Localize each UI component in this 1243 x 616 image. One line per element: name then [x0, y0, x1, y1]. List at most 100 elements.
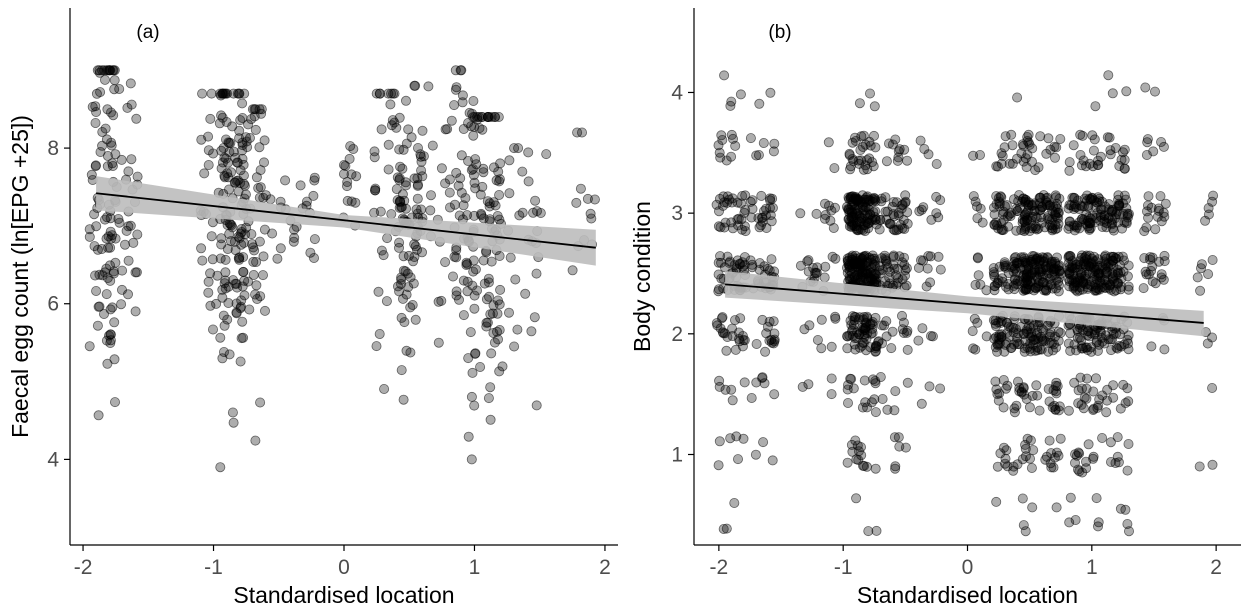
data-point — [237, 316, 248, 327]
data-point — [1065, 492, 1076, 503]
data-point — [918, 202, 929, 213]
data-point — [1160, 198, 1171, 209]
data-point — [259, 305, 270, 316]
data-point — [255, 182, 266, 193]
data-point — [1063, 405, 1074, 416]
data-point — [719, 328, 730, 339]
data-point — [239, 180, 250, 191]
data-point — [812, 334, 823, 345]
data-point — [1017, 493, 1028, 504]
data-point — [113, 213, 124, 224]
data-point — [991, 321, 1002, 332]
data-point — [398, 144, 409, 155]
data-point — [967, 326, 978, 337]
data-point — [730, 315, 741, 326]
data-point — [1068, 140, 1079, 151]
data-point — [726, 384, 737, 395]
data-point — [236, 223, 247, 234]
data-point — [1103, 261, 1114, 272]
data-point — [1108, 392, 1119, 403]
data-point — [90, 160, 101, 171]
data-point — [1099, 210, 1110, 221]
data-point — [456, 65, 467, 76]
data-point — [456, 150, 467, 161]
data-point — [747, 203, 758, 214]
data-point — [922, 263, 933, 274]
data-point — [436, 163, 447, 174]
data-point — [295, 180, 306, 191]
data-point — [242, 276, 253, 287]
data-point — [847, 252, 858, 263]
data-point — [1054, 272, 1065, 283]
data-point — [109, 75, 120, 86]
data-point — [891, 197, 902, 208]
data-point — [218, 88, 229, 99]
data-point — [400, 95, 411, 106]
data-point — [797, 381, 808, 392]
data-point — [1104, 199, 1115, 210]
data-point — [451, 245, 462, 256]
data-point — [223, 184, 234, 195]
data-point — [1146, 341, 1157, 352]
data-point — [747, 195, 758, 206]
data-point — [585, 208, 596, 219]
data-point — [470, 154, 481, 165]
data-point — [885, 266, 896, 277]
data-point — [308, 190, 319, 201]
data-point — [454, 210, 465, 221]
data-point — [235, 165, 246, 176]
data-point — [125, 78, 136, 89]
data-point — [1124, 526, 1135, 537]
data-point — [812, 262, 823, 273]
data-point — [492, 210, 503, 221]
data-point — [383, 164, 394, 175]
data-point — [572, 127, 583, 138]
data-point — [856, 450, 867, 461]
data-point — [247, 104, 258, 115]
data-point — [449, 100, 460, 111]
data-point — [850, 275, 861, 286]
data-point — [460, 193, 471, 204]
data-point — [1074, 466, 1085, 477]
data-point — [398, 394, 409, 405]
data-point — [217, 284, 228, 295]
data-point — [1121, 86, 1132, 97]
data-point — [207, 217, 218, 228]
data-point — [128, 237, 139, 248]
data-point — [1027, 502, 1038, 513]
data-point — [1055, 133, 1066, 144]
panel-b: -2 -1 0 1 2 1 2 3 4 Standardised location Body con… — [629, 8, 1241, 608]
data-point — [842, 457, 853, 468]
data-point — [1020, 443, 1031, 454]
data-point — [90, 118, 101, 129]
data-point — [1091, 493, 1102, 504]
data-point — [998, 402, 1009, 413]
data-point — [509, 341, 520, 352]
data-point — [766, 216, 777, 227]
x-tick-label: 0 — [962, 556, 974, 579]
data-point — [110, 149, 121, 160]
data-point — [216, 145, 227, 156]
data-point — [1051, 447, 1062, 458]
data-point — [468, 96, 479, 107]
data-point — [251, 280, 262, 291]
data-point — [444, 202, 455, 213]
data-point — [239, 290, 250, 301]
data-point — [1140, 266, 1151, 277]
data-point — [510, 274, 521, 285]
data-point — [235, 177, 246, 188]
data-point — [901, 327, 912, 338]
data-point — [486, 348, 497, 359]
data-point — [376, 124, 387, 135]
data-point — [475, 189, 486, 200]
data-point — [875, 371, 886, 382]
data-point — [386, 88, 397, 99]
data-point — [1111, 253, 1122, 264]
data-point — [221, 117, 232, 128]
data-point — [726, 129, 737, 140]
data-point — [992, 461, 1003, 472]
data-point — [495, 158, 506, 169]
data-point — [229, 236, 240, 247]
data-point — [902, 155, 913, 166]
data-point — [1123, 396, 1134, 407]
